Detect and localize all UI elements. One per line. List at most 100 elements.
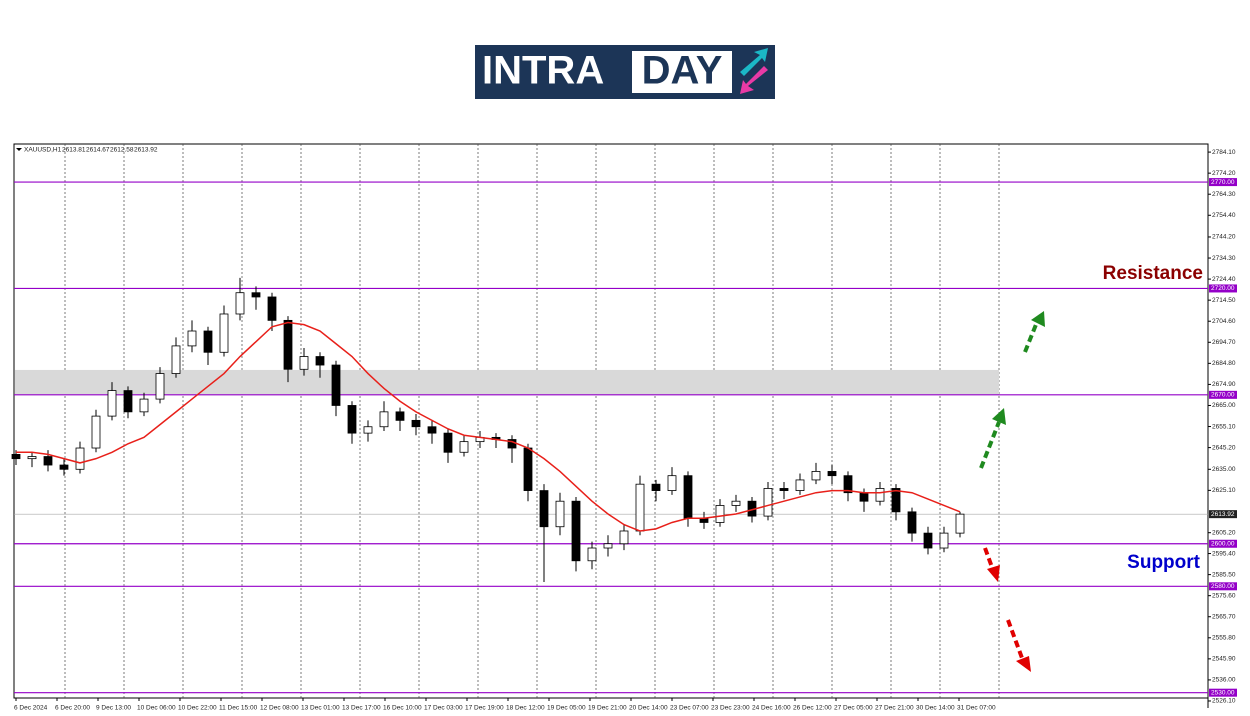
level-tag <box>1209 539 1237 548</box>
candle-body <box>587 547 597 562</box>
candle-body <box>139 398 149 413</box>
level-tag <box>1209 284 1237 293</box>
candle-body <box>603 543 613 549</box>
current-price-tag <box>1209 510 1237 519</box>
x-tick-label: 18 Dec 12:00 <box>506 705 545 712</box>
y-tick-label: 2784.10 <box>1212 149 1236 156</box>
moving-average <box>16 321 961 532</box>
x-tick-label: 30 Dec 14:00 <box>916 705 955 712</box>
x-tick-label: 23 Dec 23:00 <box>711 705 750 712</box>
candle-body <box>731 500 741 506</box>
y-tick-label: 2645.20 <box>1212 444 1236 451</box>
y-tick-label: 2754.40 <box>1212 212 1236 219</box>
candle-body <box>123 390 133 413</box>
arrow-head <box>992 408 1006 425</box>
y-tick-label: 2585.50 <box>1212 571 1236 578</box>
arrows <box>979 321 1039 659</box>
y-tick-label: 2595.40 <box>1212 550 1236 557</box>
candle-body <box>43 456 53 466</box>
candle-body <box>859 492 869 502</box>
y-tick-label: 2655.10 <box>1212 423 1236 430</box>
y-tick-label: 2545.90 <box>1212 656 1236 663</box>
level-label: 2720.00 <box>1211 285 1235 292</box>
candle-body <box>619 530 629 545</box>
current-price-label: 2613.92 <box>1211 511 1235 518</box>
candle-body <box>235 292 245 315</box>
candle-body <box>523 447 533 491</box>
y-tick-label: 2575.60 <box>1212 592 1236 599</box>
y-tick-label: 2724.40 <box>1212 276 1236 283</box>
y-tick-label: 2565.70 <box>1212 613 1236 620</box>
x-tick-label: 23 Dec 07:00 <box>670 705 709 712</box>
candle-body <box>171 345 181 374</box>
y-tick-label: 2674.90 <box>1212 381 1236 388</box>
y-tick-label: 2734.30 <box>1212 255 1236 262</box>
candle-body <box>539 490 549 528</box>
x-tick-label: 6 Dec 20:00 <box>55 705 90 712</box>
candle-body <box>267 296 277 321</box>
y-tick-label: 2714.50 <box>1212 297 1236 304</box>
logo: INTRA DAY <box>475 45 775 99</box>
y-tick-label: 2625.10 <box>1212 487 1236 494</box>
x-tick-label: 17 Dec 19:00 <box>465 705 504 712</box>
x-tick-label: 20 Dec 14:00 <box>629 705 668 712</box>
y-tick-label: 2764.30 <box>1212 191 1236 198</box>
y-tick-label: 2536.00 <box>1212 677 1236 684</box>
candle-body <box>635 483 645 532</box>
candle-body <box>763 488 773 517</box>
arrow-head <box>1031 311 1045 327</box>
x-tick-label: 24 Dec 16:00 <box>752 705 791 712</box>
candle-body <box>667 475 677 491</box>
level-tag <box>1209 178 1237 187</box>
candle-body <box>811 471 821 481</box>
arrow-up <box>979 421 1001 469</box>
header-value: 2614.67 <box>86 147 110 154</box>
candle-body <box>459 441 469 453</box>
candle-body <box>283 319 293 370</box>
x-tick-label: 13 Dec 01:00 <box>301 705 340 712</box>
x-tick-label: 10 Dec 06:00 <box>137 705 176 712</box>
candle-body <box>379 411 389 428</box>
candle-body <box>219 313 229 353</box>
candle-body <box>315 356 325 366</box>
x-tick-label: 12 Dec 08:00 <box>260 705 299 712</box>
candle-body <box>923 532 933 549</box>
y-tick-label: 2694.70 <box>1212 339 1236 346</box>
plot-layer: 2784.10 2774.20 2764.30 2754.40 2744.20 2734.… <box>11 144 1237 712</box>
candle-body <box>347 405 357 434</box>
x-tick-label: 26 Dec 12:00 <box>793 705 832 712</box>
candle-body <box>843 475 853 494</box>
x-tick-label: 10 Dec 22:00 <box>178 705 217 712</box>
arrow-down <box>1006 619 1024 659</box>
y-tick-label: 2635.00 <box>1212 466 1236 473</box>
y-tick-label: 2665.00 <box>1212 402 1236 409</box>
candle-body <box>555 500 565 528</box>
x-tick-label: 13 Dec 17:00 <box>342 705 381 712</box>
x-tick-label: 9 Dec 13:00 <box>96 705 131 712</box>
x-tick-label: 19 Dec 05:00 <box>547 705 586 712</box>
candle-body <box>651 483 661 491</box>
candle-body <box>299 356 309 370</box>
x-tick-label: 16 Dec 10:00 <box>383 705 422 712</box>
support-label: Support <box>1127 552 1200 573</box>
candle-body <box>11 454 21 460</box>
logo-text: DAY <box>642 49 723 93</box>
level-label: 2670.00 <box>1211 392 1235 399</box>
logo-box <box>632 51 732 93</box>
y-tick-label: 2774.20 <box>1212 170 1236 177</box>
arrow-head <box>1016 656 1031 672</box>
logo-arrow <box>740 48 768 76</box>
plot-frame <box>13 143 1209 699</box>
header-values: 2613.81 2614.67 2612.58 2613.92 <box>62 147 158 154</box>
candle-body <box>875 488 885 502</box>
y-tick-label: 2555.80 <box>1212 635 1236 642</box>
candle-body <box>155 373 165 400</box>
candle-body <box>683 475 693 519</box>
candle-body <box>907 511 917 534</box>
logo-arrow <box>740 66 768 94</box>
x-tick-label: 19 Dec 21:00 <box>588 705 627 712</box>
y-tick-label: 2526.10 <box>1212 698 1236 705</box>
arrow-down <box>983 547 995 571</box>
candle-body <box>363 426 373 434</box>
